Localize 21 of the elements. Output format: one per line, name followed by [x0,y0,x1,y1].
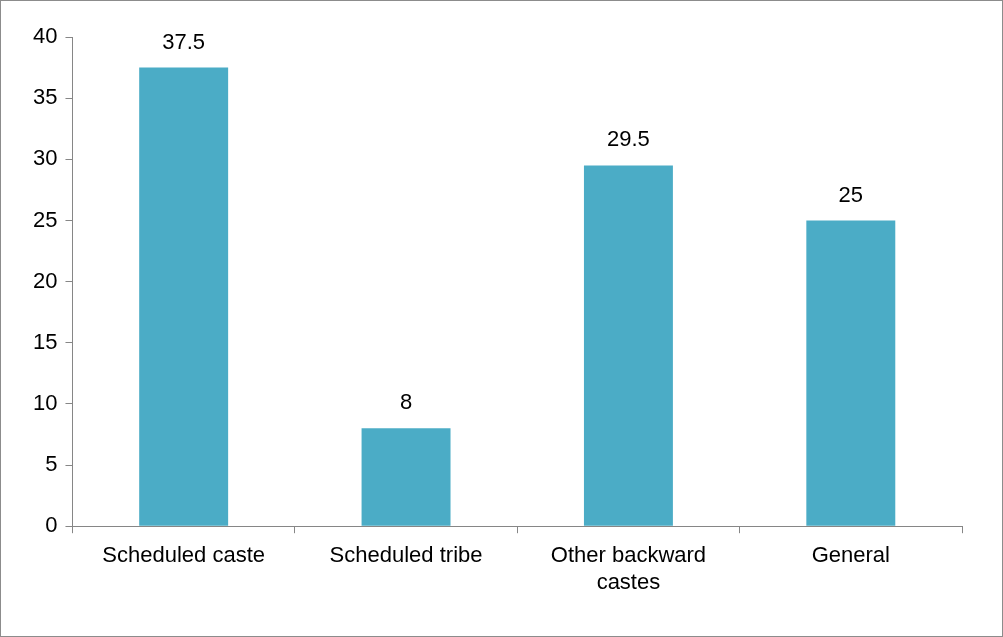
y-tick-label: 35 [32,84,58,110]
y-tick-label: 25 [32,206,58,232]
y-tick-label: 20 [32,267,58,293]
y-tick-label: 30 [32,145,58,171]
bar [361,428,451,526]
y-tick-label: 0 [45,512,58,538]
bar [139,67,229,526]
y-tick-label: 5 [45,451,58,477]
x-tick-label: General [811,542,890,568]
bar [806,220,896,526]
data-label: 8 [399,389,413,415]
y-tick-label: 40 [32,23,58,49]
data-label: 37.5 [162,28,206,54]
x-tick-label: Other backward castes [550,542,707,594]
bar [583,165,673,526]
x-tick-label: Scheduled tribe [329,542,483,568]
data-label: 29.5 [607,126,650,152]
data-label: 25 [838,181,864,207]
y-tick-label: 15 [32,328,58,354]
x-tick-label: Scheduled caste [102,542,265,568]
y-tick-label: 10 [32,389,58,415]
